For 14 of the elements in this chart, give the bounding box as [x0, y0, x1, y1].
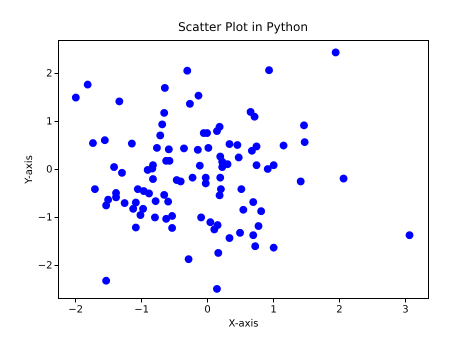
x-tick-label: 3: [402, 304, 409, 316]
y-tick-label: −2: [38, 260, 52, 272]
chart-title: Scatter Plot in Python: [178, 20, 308, 34]
x-tick-label: 1: [270, 304, 277, 316]
x-tick-label: −1: [134, 304, 149, 316]
y-tick-label: 0: [46, 164, 52, 176]
x-axis-title: X-axis: [228, 318, 258, 330]
y-axis-title: Y-axis: [24, 155, 35, 185]
y-tick-label: 1: [46, 116, 52, 128]
x-tick-label: 0: [204, 304, 211, 316]
y-tick-label: −1: [38, 212, 52, 224]
x-tick-label: −2: [68, 304, 84, 316]
y-tick-label: 2: [46, 68, 52, 80]
x-tick-label: 2: [336, 304, 343, 316]
